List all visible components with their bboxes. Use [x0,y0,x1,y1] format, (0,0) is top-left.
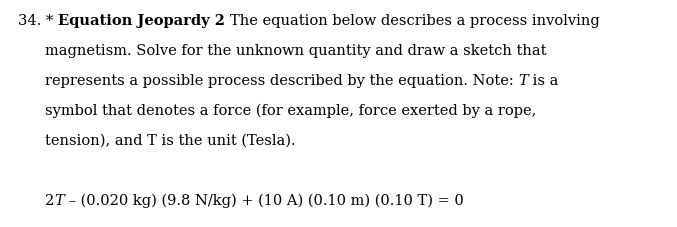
Text: symbol that denotes a force (for example, force exerted by a rope,: symbol that denotes a force (for example… [45,104,536,118]
Text: 34. *: 34. * [18,14,58,28]
Text: 2: 2 [45,194,54,208]
Text: The equation below describes a process involving: The equation below describes a process i… [230,14,600,28]
Text: Equation Jeopardy 2: Equation Jeopardy 2 [58,14,230,28]
Text: represents a possible process described by the equation. Note:: represents a possible process described … [45,74,519,88]
Text: magnetism. Solve for the unknown quantity and draw a sketch that: magnetism. Solve for the unknown quantit… [45,44,546,58]
Text: T: T [54,194,64,208]
Text: tension), and T is the unit (Tesla).: tension), and T is the unit (Tesla). [45,134,296,148]
Text: – (0.020 kg) (9.8 N/kg) + (10 A) (0.10 m) (0.10 T) = 0: – (0.020 kg) (9.8 N/kg) + (10 A) (0.10 m… [64,194,464,208]
Text: T: T [519,74,528,88]
Text: is a: is a [528,74,559,88]
